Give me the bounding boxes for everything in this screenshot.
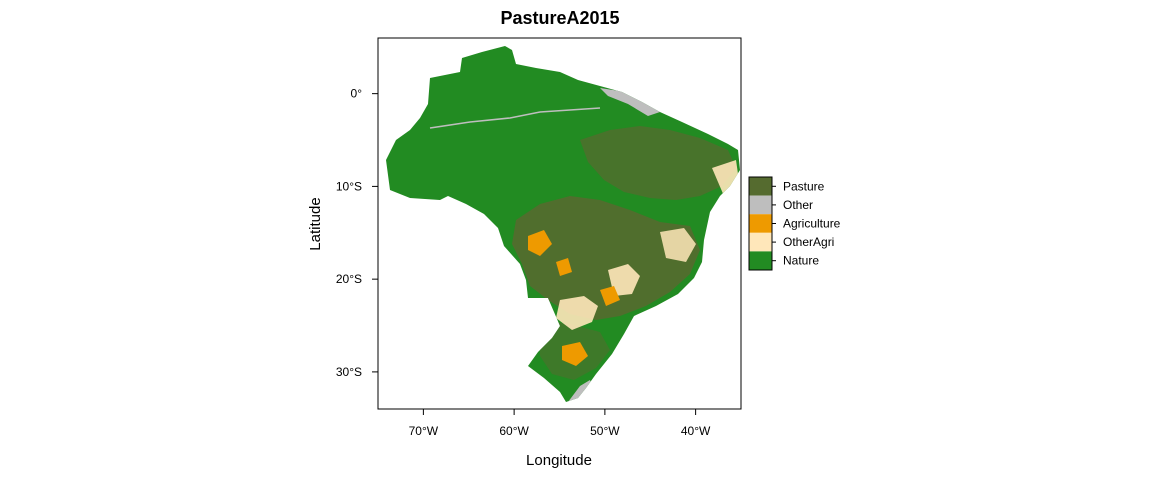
- legend-border: [748, 176, 773, 271]
- brazil-land-use-map: [386, 46, 740, 402]
- legend-label-otheragri: OtherAgri: [783, 235, 834, 249]
- otheragri-region-1: [556, 296, 598, 330]
- agriculture-region-2: [528, 230, 552, 256]
- x-axis-title: Longitude: [526, 452, 592, 469]
- legend-label-nature: Nature: [783, 254, 819, 268]
- pasture-region-central: [512, 196, 700, 320]
- y-tick-label: 30°S: [336, 365, 362, 379]
- agriculture-region-4: [556, 258, 572, 276]
- otheragri-region-2: [608, 264, 640, 296]
- agriculture-region-1: [562, 342, 588, 366]
- otheragri-region-3: [660, 228, 696, 262]
- x-tick-label: 40°W: [681, 424, 711, 438]
- legend-swatch-other: [749, 195, 772, 215]
- x-tick-label: 50°W: [590, 424, 620, 438]
- x-axis: 70°W 60°W 50°W 40°W: [409, 409, 711, 438]
- plot-title: PastureA2015: [500, 8, 619, 28]
- x-tick-label: 70°W: [409, 424, 439, 438]
- plot-frame: [377, 37, 742, 410]
- y-axis-title: Latitude: [307, 197, 324, 250]
- legend-swatch-otheragri: [749, 232, 772, 252]
- y-tick-label: 20°S: [336, 272, 362, 286]
- y-axis: 0° 10°S 20°S 30°S: [336, 87, 378, 379]
- legend-label-agriculture: Agriculture: [783, 217, 841, 231]
- legend-label-other: Other: [783, 198, 813, 212]
- y-tick-label: 0°: [351, 87, 363, 101]
- other-region-amapa: [600, 88, 660, 116]
- legend-swatch-pasture: [749, 177, 772, 196]
- y-tick-label: 10°S: [336, 179, 362, 193]
- amazon-river: [429, 107, 601, 129]
- legend-swatch-nature: [749, 251, 772, 270]
- legend-swatch-agriculture: [749, 214, 772, 233]
- agriculture-region-3: [600, 286, 620, 306]
- x-tick-label: 60°W: [499, 424, 529, 438]
- legend: Pasture Other Agriculture OtherAgri Nature: [748, 176, 841, 271]
- pasture-region-northeast: [580, 126, 736, 200]
- legend-label-pasture: Pasture: [783, 179, 825, 193]
